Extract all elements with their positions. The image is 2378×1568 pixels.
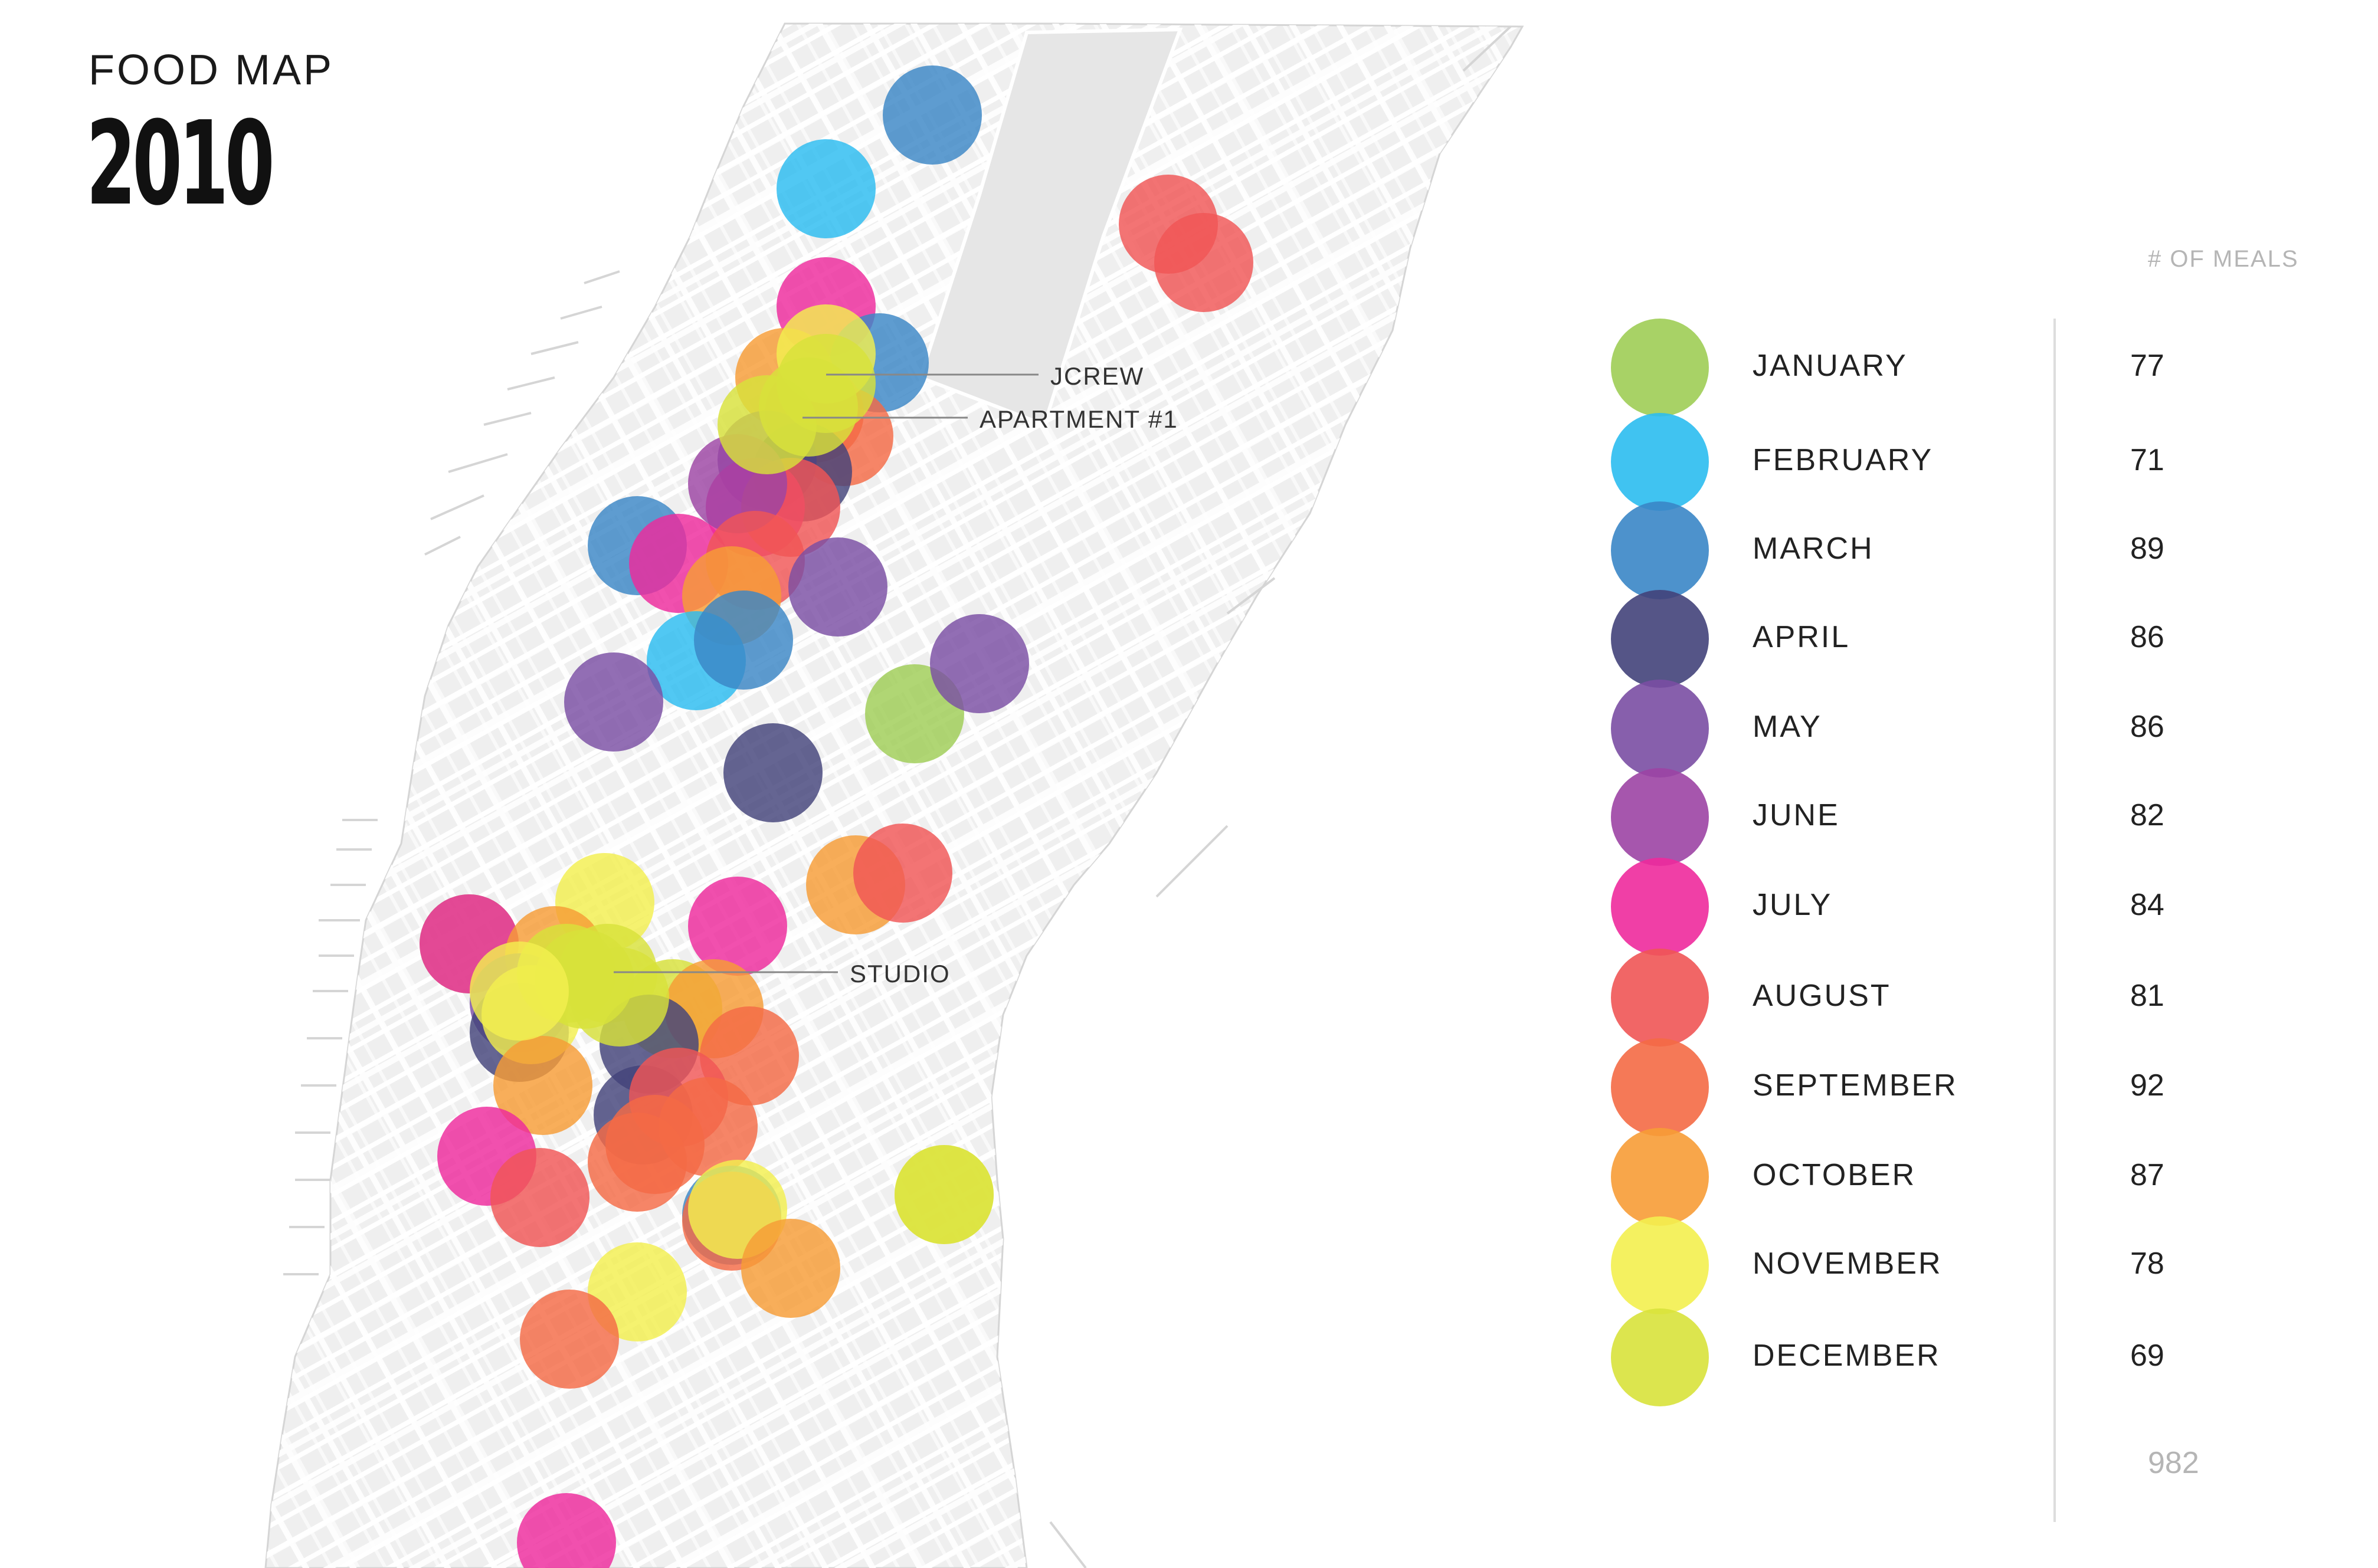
meal-marker-december	[759, 357, 858, 457]
legend-meal-count: 84	[2130, 888, 2164, 922]
legend-swatch	[1611, 1128, 1709, 1226]
meal-marker-september	[520, 1290, 619, 1389]
legend-row-january: JANUARY 77	[1611, 319, 2319, 416]
total-meals: 982	[2148, 1446, 2199, 1480]
legend-month-label: DECEMBER	[1753, 1339, 1941, 1373]
legend-swatch	[1611, 413, 1709, 511]
legend-row-june: JUNE 82	[1611, 768, 2319, 866]
legend-row-october: OCTOBER 87	[1611, 1128, 2319, 1226]
legend-meal-count: 86	[2130, 620, 2164, 654]
location-label-jcrew: JCREW	[1050, 362, 1144, 390]
legend-month-label: AUGUST	[1753, 979, 1891, 1013]
legend-swatch	[1611, 680, 1709, 778]
legend-row-august: AUGUST 81	[1611, 949, 2319, 1047]
meal-marker-april	[723, 723, 823, 822]
legend-swatch	[1611, 949, 1709, 1047]
legend-swatch	[1611, 1038, 1709, 1136]
central-park	[918, 27, 1183, 427]
meal-marker-march	[883, 65, 982, 165]
legend-swatch	[1611, 590, 1709, 688]
meal-marker-november	[470, 942, 569, 1041]
meal-marker-august	[490, 1148, 589, 1247]
meal-marker-september	[588, 1113, 687, 1212]
location-label-apartment: APARTMENT #1	[980, 405, 1178, 433]
legend-meal-count: 82	[2130, 798, 2164, 832]
piers	[283, 25, 1512, 1568]
meal-marker-october	[493, 1036, 592, 1135]
legend-month-label: JANUARY	[1753, 349, 1908, 383]
location-label-studio: STUDIO	[850, 960, 951, 988]
legend-meal-count: 81	[2130, 979, 2164, 1013]
legend-meal-count: 78	[2130, 1246, 2164, 1281]
legend-month-label: NOVEMBER	[1753, 1246, 1943, 1281]
legend-meal-count: 89	[2130, 532, 2164, 566]
legend-meal-count: 77	[2130, 349, 2164, 383]
meal-marker-july	[517, 1493, 616, 1568]
legend-row-july: JULY 84	[1611, 858, 2319, 956]
legend-swatch	[1611, 501, 1709, 599]
legend-swatch	[1611, 1216, 1709, 1314]
legend-row-may: MAY 86	[1611, 680, 2319, 778]
meal-marker-may	[564, 652, 663, 752]
legend-swatch	[1611, 858, 1709, 956]
meal-markers	[420, 65, 1253, 1568]
legend-meal-count: 87	[2130, 1158, 2164, 1192]
legend-month-label: JULY	[1753, 888, 1833, 922]
meals-header: # OF MEALS	[2148, 246, 2299, 272]
meal-marker-august	[1154, 213, 1253, 312]
legend-month-label: MARCH	[1753, 532, 1874, 566]
legend-month-label: OCTOBER	[1753, 1158, 1917, 1192]
legend-month-label: SEPTEMBER	[1753, 1068, 1958, 1103]
legend-meal-count: 86	[2130, 710, 2164, 744]
legend-meal-count: 92	[2130, 1068, 2164, 1103]
legend-row-april: APRIL 86	[1611, 590, 2319, 688]
legend-row-march: MARCH 89	[1611, 501, 2319, 599]
meal-marker-may	[930, 614, 1029, 713]
legend-divider	[2053, 319, 2056, 1522]
legend-month-label: APRIL	[1753, 620, 1850, 654]
location-labels: JCREW APARTMENT #1 STUDIO	[614, 362, 1178, 988]
month-legend: JANUARY 77 FEBRUARY 71 MARCH 89 APRIL 86 MAY 86 JU…	[1611, 319, 2319, 1475]
legend-swatch	[1611, 319, 1709, 416]
legend-row-february: FEBRUARY 71	[1611, 413, 2319, 511]
legend-swatch	[1611, 768, 1709, 866]
legend-swatch	[1611, 1308, 1709, 1406]
meal-marker-october	[741, 1219, 840, 1318]
meal-marker-february	[777, 139, 876, 238]
meal-marker-july	[688, 877, 787, 976]
map-year: 2010	[86, 97, 275, 231]
map-title: FOOD MAP	[89, 47, 335, 94]
meal-marker-may	[788, 537, 887, 637]
legend-meal-count: 71	[2130, 443, 2164, 477]
legend-row-december: DECEMBER 69	[1611, 1308, 2319, 1406]
legend-row-september: SEPTEMBER 92	[1611, 1038, 2319, 1136]
legend-row-november: NOVEMBER 78	[1611, 1216, 2319, 1314]
legend-month-label: JUNE	[1753, 798, 1840, 832]
meal-marker-august	[853, 824, 952, 923]
legend-meal-count: 69	[2130, 1339, 2164, 1373]
legend-month-label: FEBRUARY	[1753, 443, 1934, 477]
meal-marker-march	[694, 591, 793, 690]
meal-marker-december	[895, 1145, 994, 1244]
legend-month-label: MAY	[1753, 710, 1822, 744]
